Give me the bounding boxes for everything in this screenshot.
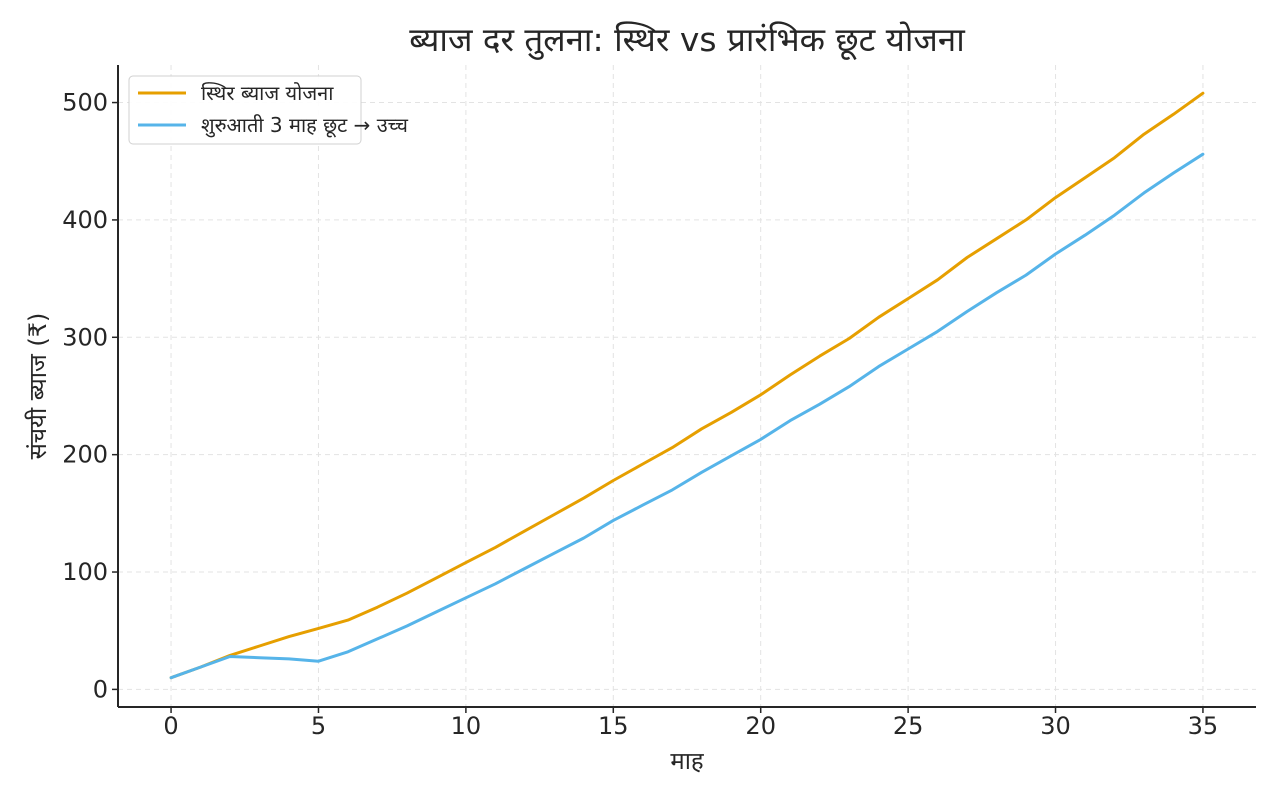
chart-title: ब्याज दर तुलना: स्थिर vs प्रारंभिक छूट य… (409, 20, 966, 61)
x-tick-label: 5 (311, 712, 326, 740)
x-tick-label: 15 (598, 712, 629, 740)
x-tick-label: 25 (893, 712, 924, 740)
legend-frame (128, 75, 362, 145)
y-tick-label: 100 (62, 558, 108, 586)
legend: स्थिर ब्याज योजना शुरुआती 3 माह छूट → उच्… (128, 75, 408, 145)
x-tick-label: 20 (745, 712, 776, 740)
x-tick-label: 10 (451, 712, 482, 740)
x-tick-label: 35 (1188, 712, 1219, 740)
y-tick-label: 300 (62, 323, 108, 351)
x-tick-label: 0 (163, 712, 178, 740)
series-lines (169, 91, 1205, 680)
ticks: 0 5 10 15 20 25 30 35 0 100 200 300 400 500 (62, 89, 1218, 740)
x-tick-label: 30 (1040, 712, 1071, 740)
grid (118, 65, 1256, 707)
series-line-2 (169, 152, 1205, 680)
y-tick-label: 500 (62, 89, 108, 117)
axes (117, 65, 1256, 708)
legend-label-1: स्थिर ब्याज योजना (201, 81, 334, 105)
y-axis-label: संचयी ब्याज (₹) (24, 313, 52, 460)
series-line-1 (169, 91, 1205, 680)
legend-label-2: शुरुआती 3 माह छूट → उच्च (201, 113, 408, 138)
x-axis-label: माह (670, 747, 705, 775)
y-tick-label: 400 (62, 206, 108, 234)
y-tick-label: 0 (93, 675, 108, 703)
y-tick-label: 200 (62, 441, 108, 469)
